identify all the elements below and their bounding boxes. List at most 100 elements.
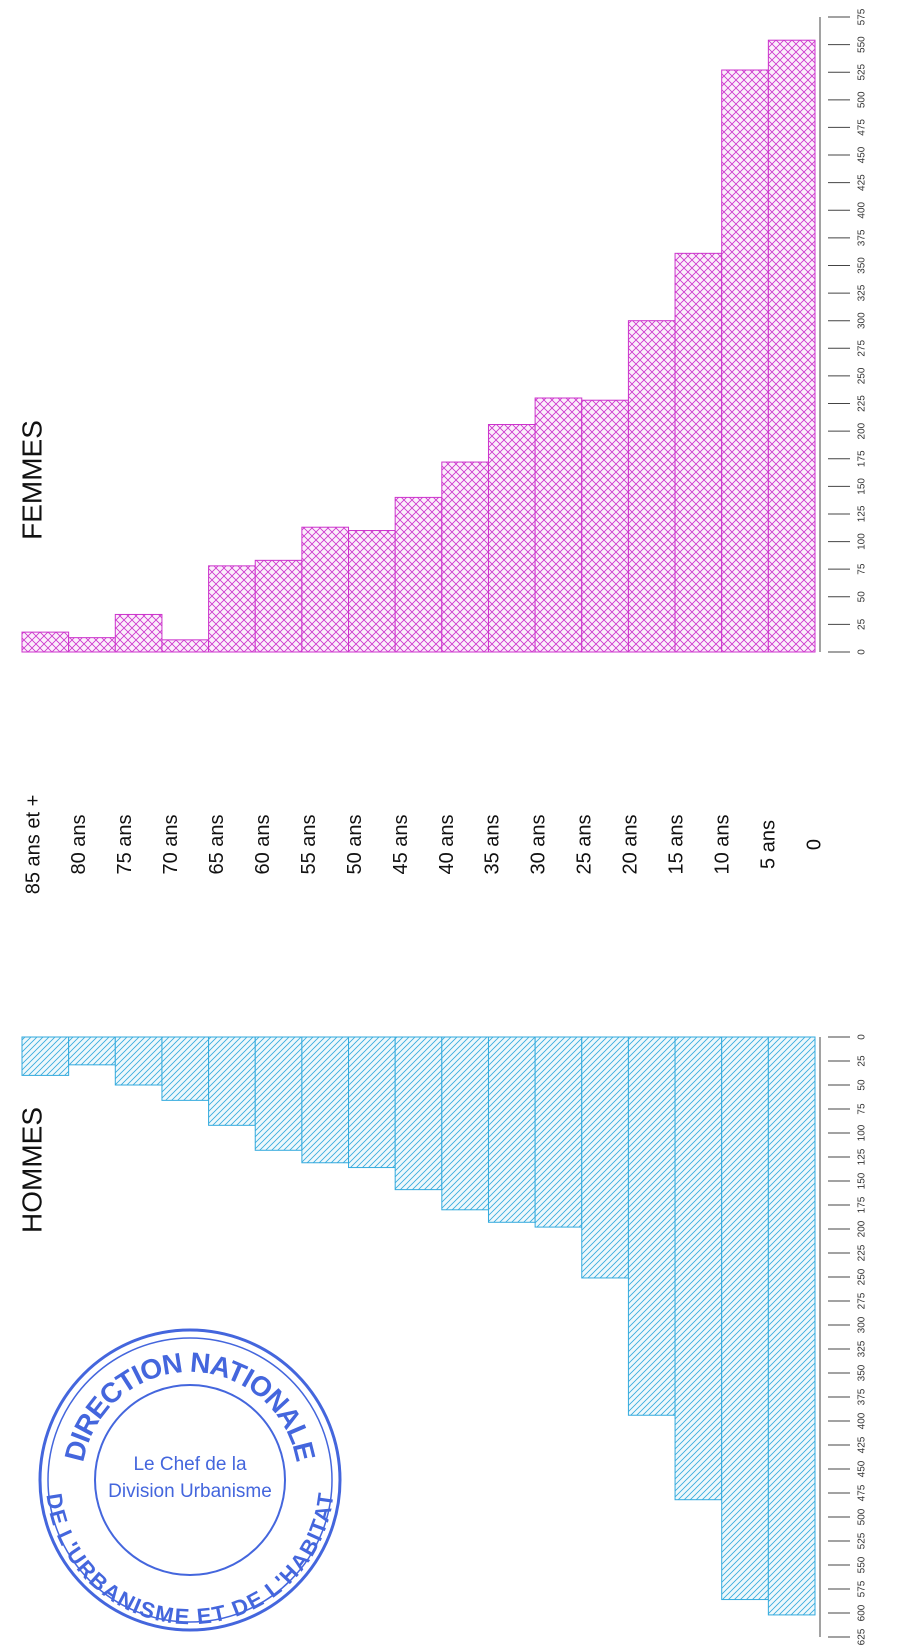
bar — [254, 559, 303, 653]
bar — [627, 1036, 676, 1416]
tick-label: 350 — [857, 257, 868, 274]
series-title: HOMMES — [16, 1107, 47, 1233]
stamp-text: DE L'URBANISME ET DE L'HABITAT — [42, 1491, 339, 1629]
tick-label: 150 — [857, 478, 868, 495]
tick-label: 400 — [857, 201, 868, 218]
bar — [301, 526, 350, 653]
stamp-ring — [94, 1384, 286, 1576]
tick-label: 75 — [857, 1103, 868, 1115]
stamp-text: Division Urbanisme — [108, 1481, 272, 1502]
age-label: 65 ans — [206, 814, 228, 874]
tick-label: 375 — [857, 1388, 868, 1405]
tick-label: 500 — [857, 91, 868, 108]
age-label: 50 ans — [344, 814, 366, 874]
bar — [441, 1036, 489, 1211]
series-title: FEMMES — [16, 420, 47, 540]
tick-label: 225 — [857, 1244, 868, 1261]
tick-label: 0 — [857, 649, 868, 655]
tick-label: 125 — [857, 1148, 868, 1165]
bar — [208, 1036, 256, 1126]
tick-label: 100 — [857, 533, 868, 550]
tick-label: 400 — [857, 1412, 868, 1429]
tick-label: 475 — [857, 119, 868, 136]
bar — [114, 613, 163, 653]
bar — [441, 461, 489, 653]
bar — [301, 1036, 350, 1164]
tick-label: 425 — [857, 1436, 868, 1453]
age-label: 20 ans — [620, 814, 642, 874]
age-label: 30 ans — [528, 814, 550, 874]
tick-label: 175 — [857, 1196, 868, 1213]
tick-label: 50 — [857, 591, 868, 603]
bar — [21, 631, 70, 653]
bar — [68, 637, 116, 653]
age-label: 60 ans — [252, 814, 274, 874]
age-label: 0 — [803, 839, 825, 850]
age-label: 70 ans — [160, 814, 182, 874]
tick-label: 25 — [857, 1055, 868, 1067]
tick-label: 575 — [857, 8, 868, 25]
tick-label: 100 — [857, 1124, 868, 1141]
age-label: 35 ans — [482, 814, 504, 874]
stamp-ring — [47, 1337, 333, 1623]
age-label: 55 ans — [298, 814, 320, 874]
tick-label: 575 — [857, 1580, 868, 1597]
tick-label: 175 — [857, 450, 868, 467]
tick-label: 250 — [857, 367, 868, 384]
bar — [534, 1036, 583, 1228]
bar — [394, 496, 443, 653]
stamp: DIRECTION NATIONALE DE L'URBANISME ET DE… — [38, 1328, 342, 1632]
bar — [114, 1036, 163, 1086]
age-label: 85 ans et + — [22, 795, 44, 895]
bar — [767, 1036, 816, 1616]
tick-label: 550 — [857, 36, 868, 53]
tick-label: 250 — [857, 1268, 868, 1285]
bar — [627, 320, 676, 653]
tick-label: 450 — [857, 146, 868, 163]
bar — [208, 565, 256, 653]
tick-label: 625 — [857, 1628, 868, 1645]
age-label: 10 ans — [711, 814, 733, 874]
bar — [161, 1036, 210, 1101]
tick-label: 50 — [857, 1079, 868, 1091]
tick-label: 25 — [857, 618, 868, 630]
tick-label: 350 — [857, 1364, 868, 1381]
tick-label: 275 — [857, 340, 868, 357]
age-label: 75 ans — [114, 814, 136, 874]
tick-label: 225 — [857, 395, 868, 412]
tick-label: 300 — [857, 1316, 868, 1333]
tick-label: 450 — [857, 1460, 868, 1477]
tick-label: 275 — [857, 1292, 868, 1309]
age-label: 40 ans — [436, 814, 458, 874]
bar — [348, 530, 396, 653]
tick-label: 325 — [857, 1340, 868, 1357]
bar — [348, 1036, 396, 1169]
age-label: 5 ans — [757, 820, 779, 869]
stamp-text: DIRECTION NATIONALE — [59, 1347, 321, 1464]
tick-label: 375 — [857, 229, 868, 246]
bar — [581, 399, 629, 653]
age-label: 25 ans — [574, 814, 596, 874]
bar — [534, 397, 583, 653]
tick-label: 525 — [857, 63, 868, 80]
tick-label: 75 — [857, 563, 868, 575]
bar — [487, 424, 536, 653]
bar — [254, 1036, 303, 1151]
tick-label: 125 — [857, 505, 868, 522]
tick-label: 550 — [857, 1556, 868, 1573]
bar — [161, 639, 210, 653]
bar — [394, 1036, 443, 1191]
bar — [674, 252, 723, 653]
bar — [721, 69, 769, 653]
bar — [767, 39, 816, 653]
tick-label: 600 — [857, 1604, 868, 1621]
tick-label: 150 — [857, 1172, 868, 1189]
tick-label: 200 — [857, 422, 868, 439]
bar — [581, 1036, 629, 1279]
stamp-text: DIRECTION NATIONALE — [59, 1347, 321, 1464]
tick-label: 475 — [857, 1484, 868, 1501]
tick-label: 425 — [857, 174, 868, 191]
bar — [487, 1036, 536, 1223]
tick-label: 300 — [857, 312, 868, 329]
